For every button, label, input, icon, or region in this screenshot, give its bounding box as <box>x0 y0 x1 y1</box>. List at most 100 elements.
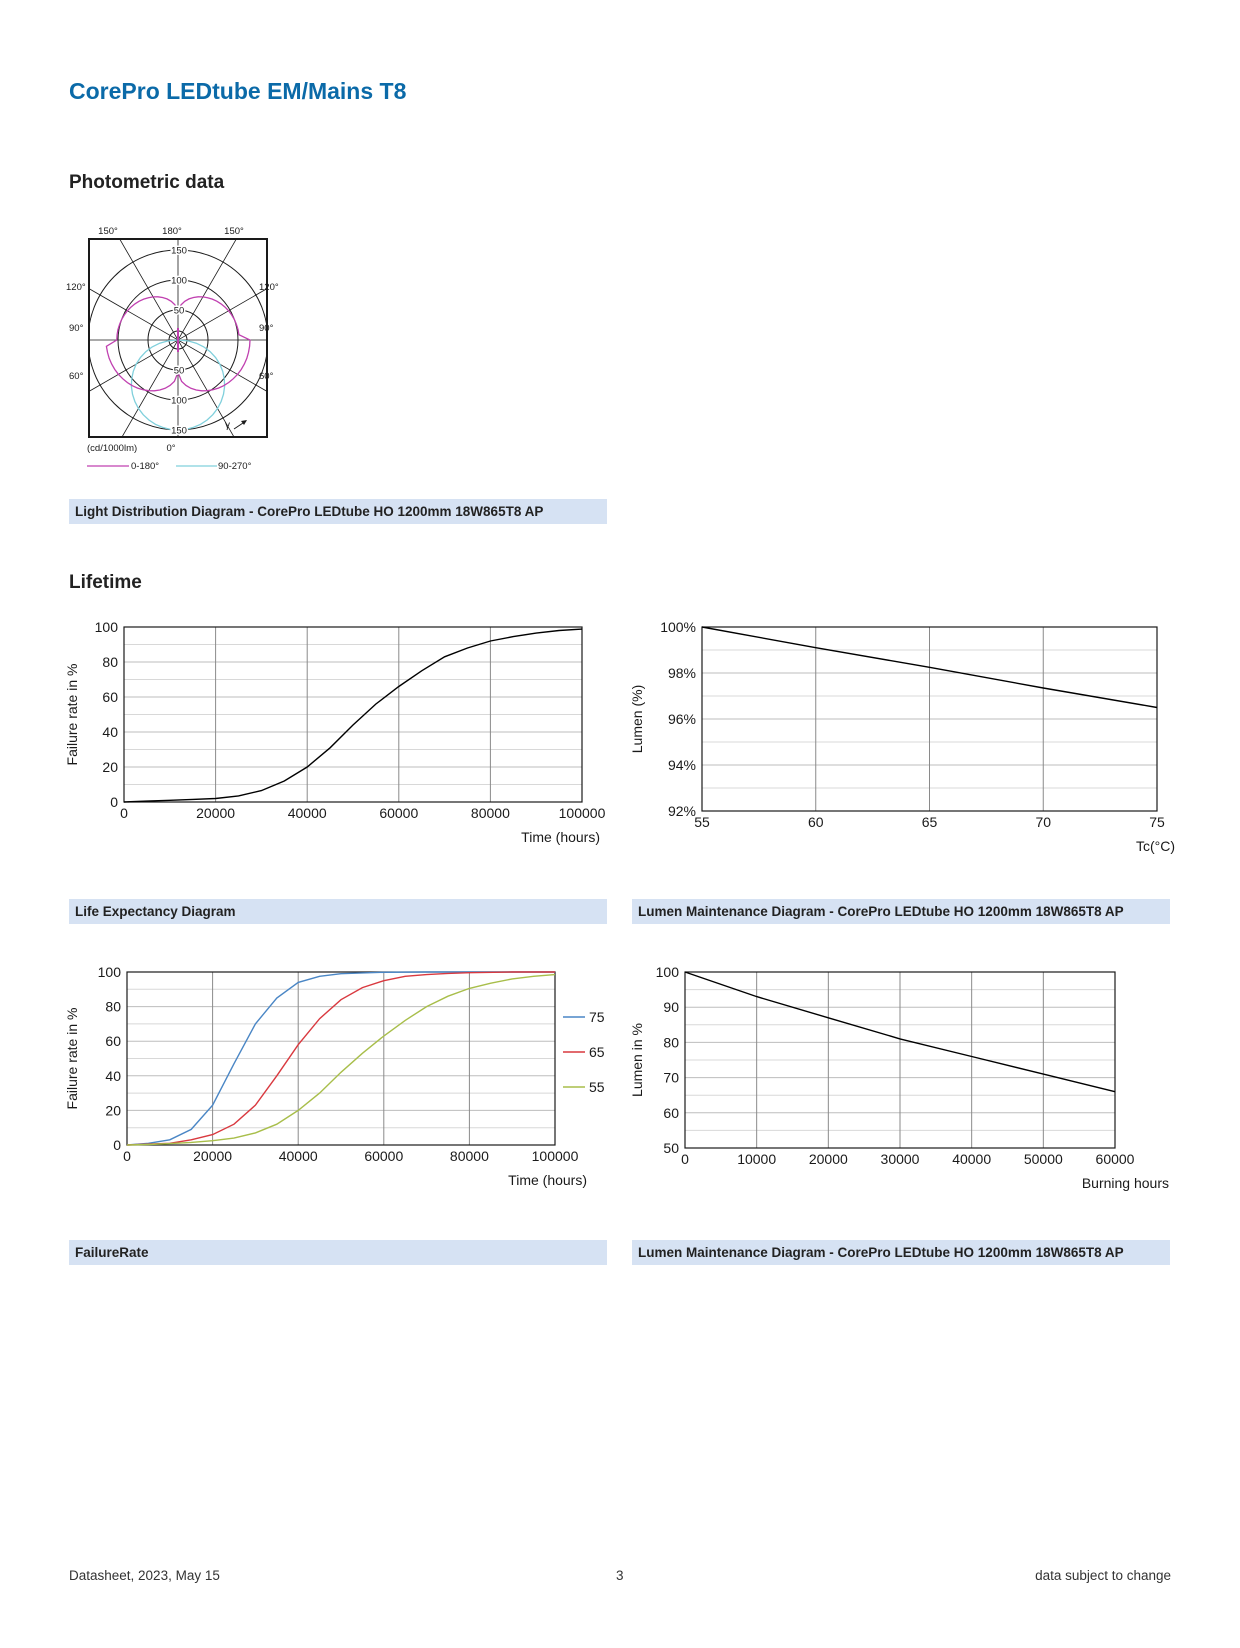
series-line <box>126 973 556 1146</box>
polar-series-0-180 <box>105 296 251 392</box>
polar-angle-label: 150° <box>224 226 244 237</box>
x-tick-label: 20000 <box>809 1151 848 1167</box>
y-tick-label: 20 <box>105 1102 121 1118</box>
gamma-arrowhead-icon <box>241 420 247 425</box>
footer-disclaimer: data subject to change <box>1035 1568 1171 1583</box>
x-axis-label: Tc(°C) <box>1136 838 1175 854</box>
lumen-maintenance-caption-1: Lumen Maintenance Diagram - CorePro LEDt… <box>632 899 1170 924</box>
polar-radial-tick: 50 <box>174 366 185 377</box>
legend-label-0-180: 0-180° <box>131 461 159 472</box>
y-axis-label: Failure rate in % <box>64 664 80 766</box>
x-tick-label: 40000 <box>279 1148 318 1164</box>
plot-frame <box>126 971 556 1146</box>
footer-page-number: 3 <box>616 1568 624 1583</box>
polar-radial-tick: 100 <box>171 276 187 287</box>
polar-light-distribution-chart: 150 100 50 50 100 150 150° 180° 150° 120° 90° 60° 12… <box>66 226 279 472</box>
light-distribution-caption: Light Distribution Diagram - CorePro LED… <box>69 499 607 524</box>
y-tick-label: 100 <box>98 964 122 980</box>
y-tick-label: 50 <box>663 1140 679 1156</box>
y-tick-label: 20 <box>102 759 118 775</box>
x-tick-label: 70 <box>1035 814 1051 830</box>
lumen-maintenance-caption-2: Lumen Maintenance Diagram - CorePro LEDt… <box>632 1240 1170 1265</box>
y-tick-label: 98% <box>668 665 696 681</box>
series-line <box>126 971 555 1146</box>
polar-angle-label: 90° <box>69 323 84 334</box>
polar-angle-label: 90° <box>259 323 274 334</box>
legend-label: 75 <box>589 1009 605 1025</box>
life-expectancy-caption: Life Expectancy Diagram <box>69 899 607 924</box>
y-tick-label: 96% <box>668 711 696 727</box>
plot-frame <box>123 626 583 803</box>
y-tick-label: 70 <box>663 1070 679 1086</box>
x-tick-label: 100000 <box>532 1148 579 1164</box>
y-tick-label: 100 <box>656 964 680 980</box>
y-tick-label: 0 <box>110 794 118 810</box>
polar-angle-label: 60° <box>69 371 84 382</box>
polar-radial-tick: 150 <box>171 426 187 437</box>
x-tick-label: 50000 <box>1024 1151 1063 1167</box>
x-tick-label: 40000 <box>288 805 327 821</box>
polar-radial-tick: 150 <box>171 246 187 257</box>
x-tick-label: 0 <box>120 805 128 821</box>
polar-angle-label: 180° <box>162 226 182 237</box>
x-tick-label: 40000 <box>952 1151 991 1167</box>
x-tick-label: 20000 <box>193 1148 232 1164</box>
x-tick-label: 80000 <box>471 805 510 821</box>
x-tick-label: 20000 <box>196 805 235 821</box>
polar-angle-label: 120° <box>66 282 86 293</box>
x-tick-label: 55 <box>694 814 710 830</box>
y-tick-label: 80 <box>102 654 118 670</box>
x-tick-label: 100000 <box>559 805 606 821</box>
y-tick-label: 60 <box>105 1033 121 1049</box>
x-tick-label: 0 <box>681 1151 689 1167</box>
footer-date: Datasheet, 2023, May 15 <box>69 1568 220 1583</box>
lifetime-heading: Lifetime <box>69 572 142 593</box>
x-tick-label: 65 <box>922 814 938 830</box>
legend-label-90-270: 90-270° <box>218 461 252 472</box>
polar-plot-area <box>89 239 267 437</box>
y-tick-label: 60 <box>102 689 118 705</box>
x-tick-label: 30000 <box>881 1151 920 1167</box>
y-tick-label: 80 <box>663 1034 679 1050</box>
y-tick-label: 94% <box>668 757 696 773</box>
series-line <box>684 971 1116 1093</box>
life-expectancy-chart: 0 20000 40000 60000 80000 100000 0 20 40 60 80 100 T… <box>64 619 606 845</box>
x-tick-label: 0 <box>123 1148 131 1164</box>
lumen-maintenance-hours-chart: 0 10000 20000 30000 40000 50000 60000 50 60 70 80 9… <box>629 964 1169 1191</box>
x-axis-label: Burning hours <box>1082 1175 1169 1191</box>
legend-label: 55 <box>589 1079 605 1095</box>
x-tick-label: 60 <box>808 814 824 830</box>
x-axis-label: Time (hours) <box>508 1172 587 1188</box>
y-tick-label: 80 <box>105 999 121 1015</box>
x-tick-label: 60000 <box>379 805 418 821</box>
series-line <box>701 626 1158 709</box>
y-tick-label: 40 <box>105 1068 121 1084</box>
failure-rate-caption: FailureRate <box>69 1240 607 1265</box>
document-title: CorePro LEDtube EM/Mains T8 <box>69 78 407 104</box>
polar-angle-label: 150° <box>98 226 118 237</box>
x-tick-label: 75 <box>1149 814 1165 830</box>
x-tick-label: 80000 <box>450 1148 489 1164</box>
lumen-maintenance-tc-chart: 55 60 65 70 75 92% 94% 96% 98% 100% Tc(°C) Lumen (%… <box>629 619 1175 854</box>
plot-frame <box>684 971 1116 1149</box>
polar-angle-label: 60° <box>259 371 274 382</box>
plot-frame <box>701 626 1158 812</box>
y-tick-label: 60 <box>663 1105 679 1121</box>
x-axis-label: Time (hours) <box>521 829 600 845</box>
series-line <box>123 628 583 803</box>
y-tick-label: 92% <box>668 803 696 819</box>
x-tick-label: 60000 <box>364 1148 403 1164</box>
x-tick-label: 60000 <box>1096 1151 1135 1167</box>
legend-label: 65 <box>589 1044 605 1060</box>
y-tick-label: 40 <box>102 724 118 740</box>
y-axis-label: Lumen in % <box>629 1023 645 1097</box>
gamma-symbol: γ <box>225 420 230 431</box>
y-axis-label: Lumen (%) <box>629 685 645 753</box>
polar-radial-tick: 100 <box>171 396 187 407</box>
y-tick-label: 90 <box>663 999 679 1015</box>
polar-radial-tick: 50 <box>174 306 185 317</box>
polar-unit-label: (cd/1000lm) <box>87 443 137 454</box>
y-axis-label: Failure rate in % <box>64 1008 80 1110</box>
x-tick-label: 10000 <box>737 1151 776 1167</box>
polar-angle-label: 0° <box>166 443 175 454</box>
